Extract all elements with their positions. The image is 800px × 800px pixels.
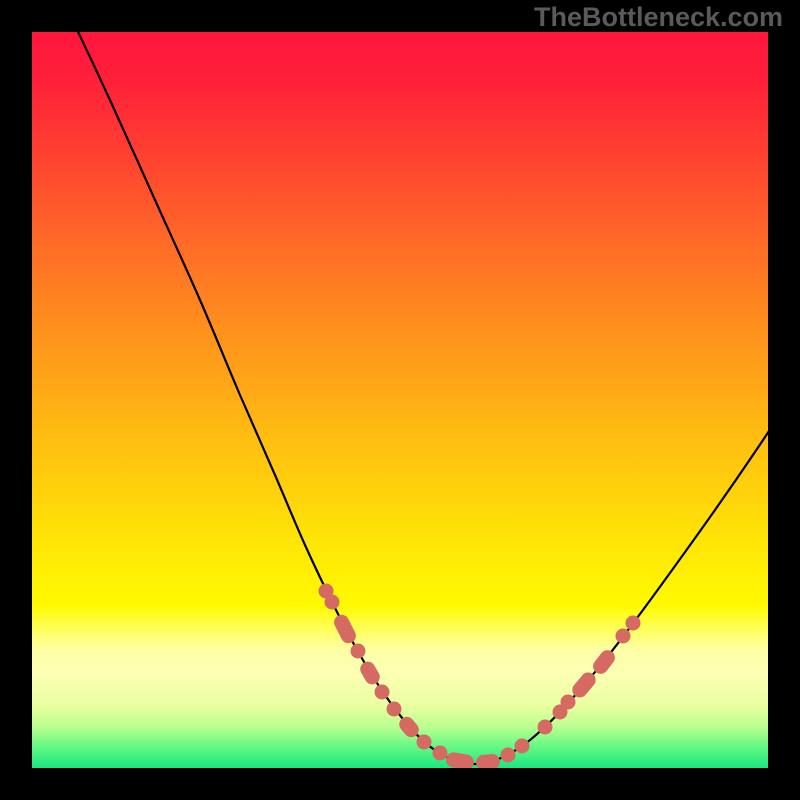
bottleneck-chart: [0, 0, 800, 800]
plot-gradient-area: [32, 32, 768, 768]
watermark-text: TheBottleneck.com: [534, 2, 783, 33]
